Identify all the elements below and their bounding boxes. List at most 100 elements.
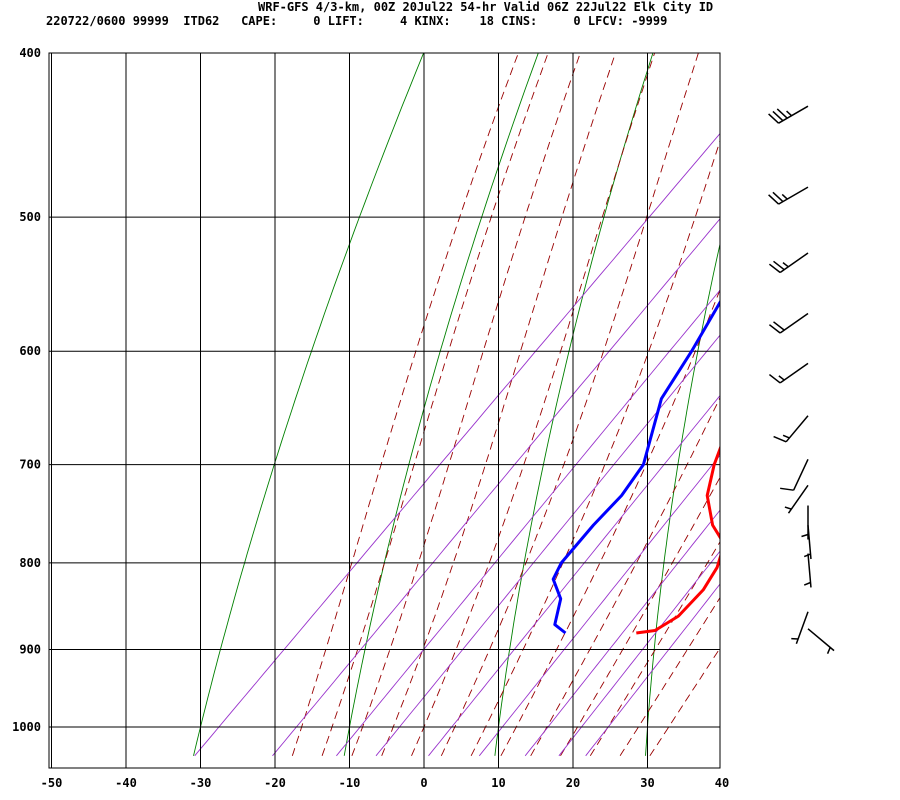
wind-barb [768,312,809,334]
barb-shaft [807,553,812,588]
barb-shaft [795,611,809,644]
moist-adiabat [530,396,720,757]
dry-adiabat [796,53,882,756]
moist-adiabat [381,53,616,756]
moist-adiabat [440,53,699,756]
moist-adiabat [291,53,519,756]
moist-adiabat [470,139,720,757]
barb-half-feather [784,506,792,510]
x-axis-ticks: -50 -40 -30 -20 -10 0 10 20 30 40 [41,776,730,790]
barb-feather [773,260,785,271]
dry-adiabat [193,53,425,756]
x-tick-label: -10 [339,776,361,790]
barb-half-feather [782,434,790,439]
temperature-line [636,444,720,635]
barb-half-feather [826,647,831,654]
wind-barb [801,505,809,540]
mixing-ratio-line [336,289,720,757]
moist-adiabat [351,53,581,756]
pressure-tick-label: 600 [19,344,41,358]
barb-feather [773,321,785,331]
mixing-ratio-line [478,454,720,757]
mixing-ratio-line [194,132,720,757]
barb-shaft [779,312,809,334]
grid [49,52,720,768]
barb-feather [772,191,784,203]
mixing-ratio-line [272,218,720,757]
barb-shaft [785,415,809,443]
mixing-ratio-line [558,550,720,757]
x-tick-label: 0 [420,776,427,790]
barb-shaft [807,628,835,652]
pressure-tick-label: 700 [19,458,41,472]
barb-half-feather [803,581,811,586]
pressure-axis-ticks: 400 500 600 700 800 900 1000 [12,46,41,734]
sounding-series [551,298,720,635]
barb-half-feather [778,375,785,381]
dry-adiabat [343,53,539,756]
barb-feather [772,110,784,122]
pressure-tick-label: 900 [19,642,41,656]
barb-half-feather [786,110,793,117]
wind-barb [807,628,835,654]
wind-barb [768,186,809,205]
wind-barb [784,484,809,514]
wind-barb [780,459,809,491]
wind-barb [768,362,809,384]
x-tick-label: -40 [115,776,137,790]
x-tick-label: 10 [491,776,505,790]
moist-adiabat [411,53,656,756]
plot-frame [48,52,721,769]
x-tick-label: -30 [190,776,212,790]
barb-feather [768,324,781,334]
barb-shaft [779,362,809,384]
wind-barb [803,525,812,560]
barb-feather [776,108,788,119]
dry-adiabat [494,53,654,756]
mixing-ratio-line [585,583,720,757]
mixing-ratio-line [375,334,720,757]
x-tick-label: -50 [41,776,63,790]
pressure-tick-label: 400 [19,46,41,60]
barb-shaft [779,252,809,274]
barb-feather [768,373,781,384]
barb-shaft [792,459,809,491]
moist-adiabat [321,53,549,756]
pressure-tick-label: 1000 [12,720,41,734]
barb-shaft [778,105,809,124]
dry-adiabat [645,242,720,756]
x-tick-label: 40 [715,776,729,790]
moist-adiabat [619,596,720,757]
pressure-tick-label: 500 [19,210,41,224]
moist-adiabat [649,647,720,757]
wind-barbs [768,105,835,654]
barb-half-feather [803,553,811,558]
barb-shaft [778,186,809,205]
barb-shaft [807,525,812,560]
pressure-tick-label: 800 [19,556,41,570]
x-tick-label: -20 [264,776,286,790]
moist-adiabat [500,288,720,757]
moist-adiabat [560,476,720,757]
sounding-parameters: 220722/0600 99999 ITD62 CAPE: 0 LIFT: 4 … [46,14,668,28]
wind-barb [768,105,809,124]
wind-barb [768,252,809,274]
wind-barb [803,553,812,588]
barb-feather [768,263,781,274]
barb-feather [768,113,780,124]
barb-half-feather [782,262,789,268]
barb-feather [768,194,780,205]
barb-half-feather [781,193,788,200]
chart-title: WRF-GFS 4/3-km, 00Z 20Jul22 54-hr Valid … [258,0,714,14]
x-tick-label: 30 [640,776,654,790]
x-tick-label: 20 [566,776,580,790]
reference-lines [193,53,882,757]
barb-shaft [787,484,809,514]
mixing-ratio-line [524,509,720,757]
barb-feather [773,435,787,443]
plot-border [48,52,721,769]
wind-barb [773,415,809,443]
dewpoint-line [551,298,720,635]
wind-barb [791,611,809,644]
